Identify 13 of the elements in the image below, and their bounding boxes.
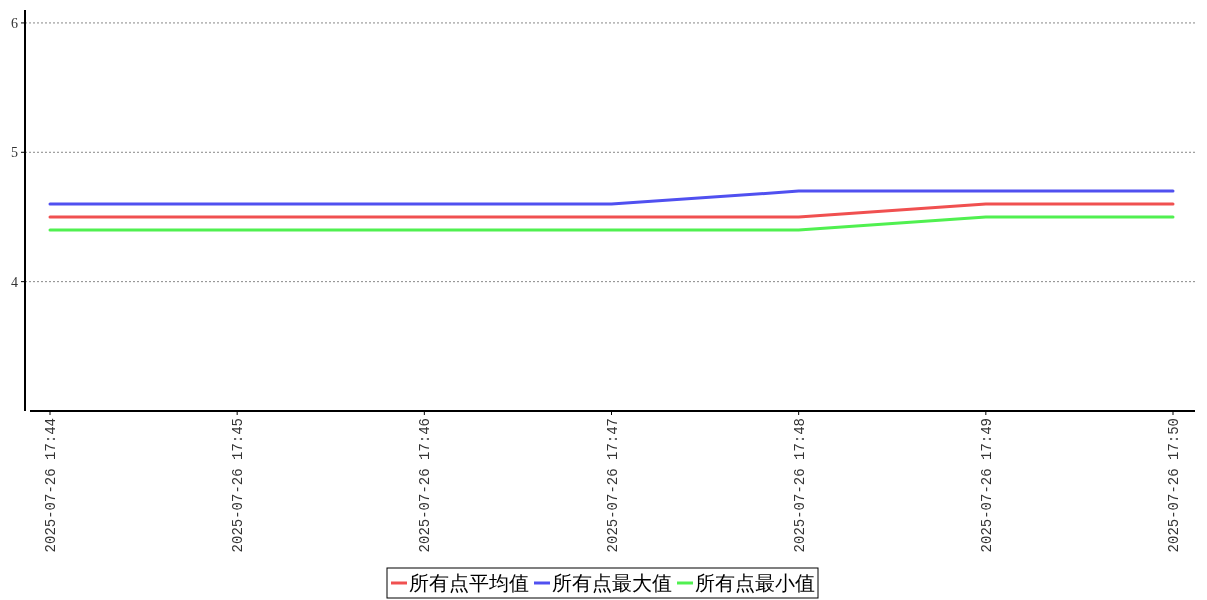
x-tick-label: 2025-07-26 17:50 [1166,418,1182,553]
legend-label: 所有点最大值 [552,572,672,594]
x-tick-label: 2025-07-26 17:48 [791,418,808,553]
x-tick-label: 2025-07-26 17:47 [604,418,621,553]
x-tick-label: 2025-07-26 17:46 [417,418,434,553]
x-tick-label: 2025-07-26 17:44 [43,418,59,553]
legend-label: 所有点平均值 [409,572,529,594]
legend-label: 所有点最小值 [695,572,815,594]
y-tick-label: 4 [11,274,18,290]
y-tick-label: 5 [11,145,18,161]
y-tick-label: 6 [11,15,18,31]
x-tick-label: 2025-07-26 17:45 [230,418,247,553]
x-tick-label: 2025-07-26 17:49 [978,418,995,553]
